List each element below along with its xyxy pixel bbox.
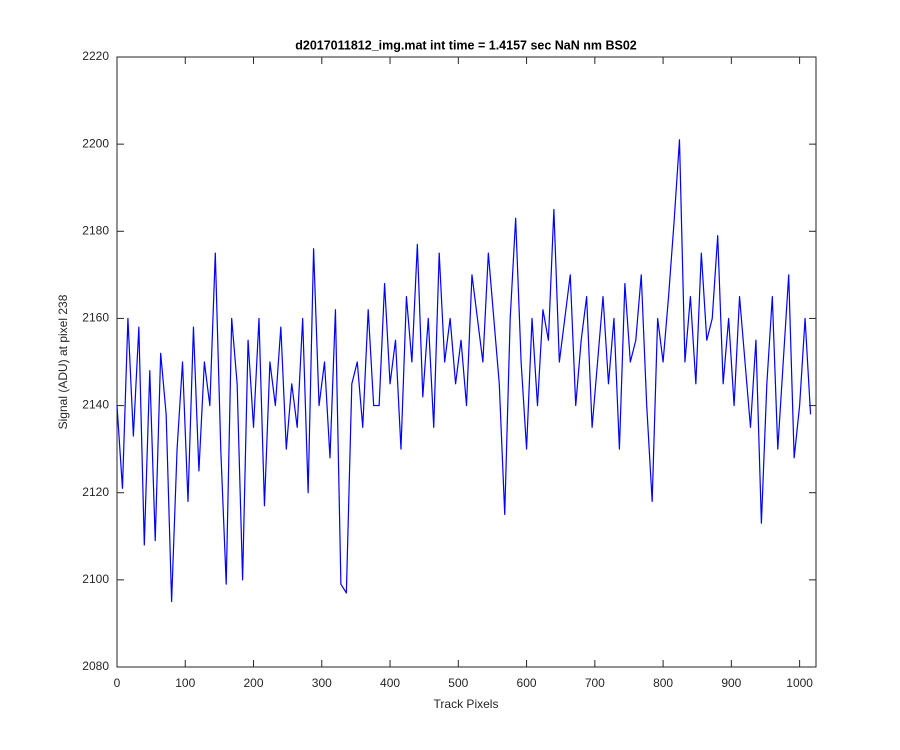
y-tick-label: 2100 xyxy=(82,572,109,586)
x-tick-label: 700 xyxy=(585,676,605,690)
y-tick-label: 2140 xyxy=(82,398,109,412)
x-tick-label: 800 xyxy=(653,676,673,690)
x-tick-label: 600 xyxy=(517,676,537,690)
x-tick-label: 100 xyxy=(175,676,195,690)
y-tick-label: 2080 xyxy=(82,659,109,673)
y-tick-label: 2160 xyxy=(82,311,109,325)
x-tick-label: 0 xyxy=(114,676,121,690)
y-tick-label: 2220 xyxy=(82,49,109,63)
y-axis-label: Signal (ADU) at pixel 238 xyxy=(56,294,70,429)
x-tick-label: 300 xyxy=(312,676,332,690)
y-tick-label: 2200 xyxy=(82,136,109,150)
x-tick-label: 1000 xyxy=(786,676,813,690)
data-line xyxy=(116,139,812,603)
plot-frame xyxy=(116,56,817,668)
y-tick-label: 2120 xyxy=(82,485,109,499)
x-tick-label: 500 xyxy=(448,676,468,690)
y-tick-label: 2180 xyxy=(82,223,109,237)
x-tick-label: 900 xyxy=(721,676,741,690)
chart-title: d2017011812_img.mat int time = 1.4157 se… xyxy=(295,38,637,52)
x-axis-label: Track Pixels xyxy=(434,697,499,711)
x-tick-label: 200 xyxy=(244,676,264,690)
x-tick-label: 400 xyxy=(380,676,400,690)
